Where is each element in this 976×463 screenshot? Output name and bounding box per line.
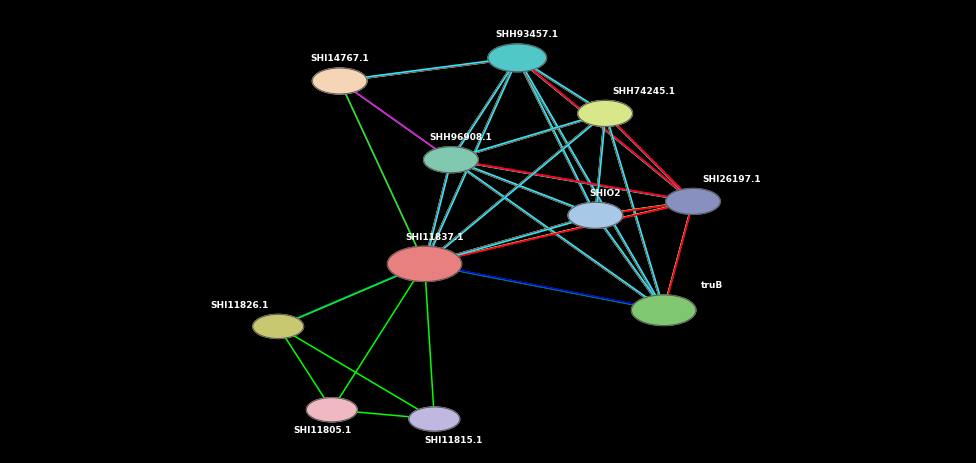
Circle shape <box>387 246 462 282</box>
Circle shape <box>253 314 304 338</box>
Circle shape <box>488 44 547 72</box>
Text: SHH96908.1: SHH96908.1 <box>429 133 492 142</box>
Text: SHI26197.1: SHI26197.1 <box>703 175 761 184</box>
Circle shape <box>409 407 460 431</box>
Text: truB: truB <box>702 282 723 290</box>
Circle shape <box>306 398 357 422</box>
Text: SHH93457.1: SHH93457.1 <box>496 31 558 39</box>
Text: SHIO2: SHIO2 <box>590 189 621 198</box>
Circle shape <box>424 147 478 173</box>
Circle shape <box>578 100 632 126</box>
Text: SHI11837.1: SHI11837.1 <box>405 233 464 242</box>
Circle shape <box>631 295 696 325</box>
Circle shape <box>568 202 623 228</box>
Circle shape <box>666 188 720 214</box>
Text: SHH74245.1: SHH74245.1 <box>613 87 675 96</box>
Text: SHI14767.1: SHI14767.1 <box>310 55 369 63</box>
Text: SHI11815.1: SHI11815.1 <box>425 436 483 444</box>
Text: SHI11805.1: SHI11805.1 <box>293 426 351 435</box>
Text: SHI11826.1: SHI11826.1 <box>210 301 268 310</box>
Circle shape <box>312 68 367 94</box>
